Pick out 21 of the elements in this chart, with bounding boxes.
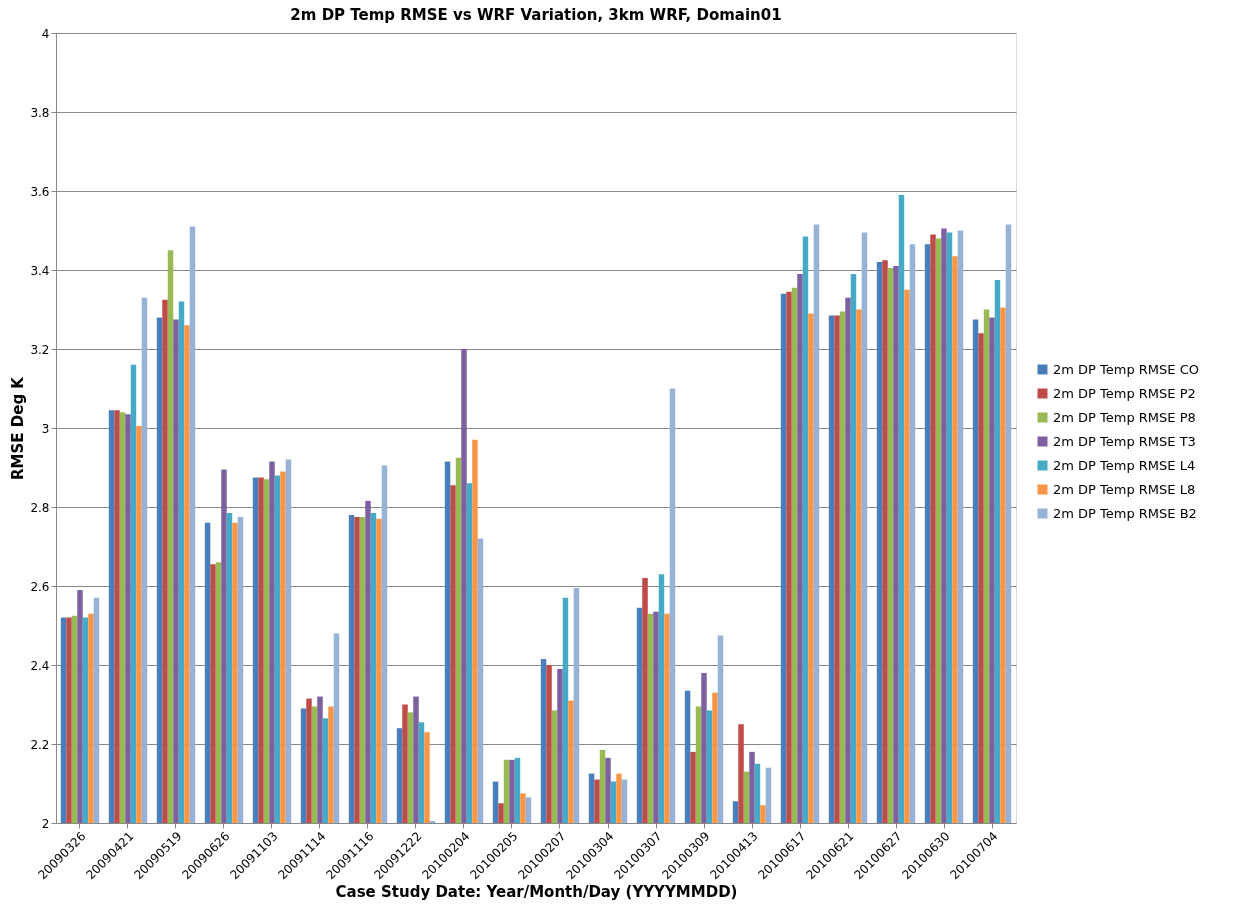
y-tick-label: 3.8 xyxy=(30,105,50,120)
y-tick-label: 3 xyxy=(41,421,50,436)
y-tick-label: 4 xyxy=(41,26,50,41)
y-tick-label: 3.4 xyxy=(30,263,50,278)
legend-label: 2m DP Temp RMSE T3 xyxy=(1053,433,1196,449)
y-tick-label: 3.6 xyxy=(30,184,50,199)
legend-label: 2m DP Temp RMSE P2 xyxy=(1053,385,1196,401)
y-tick-label: 2.8 xyxy=(30,500,50,515)
legend-label: 2m DP Temp RMSE CO xyxy=(1053,361,1199,377)
y-axis-title: RMSE Deg K xyxy=(9,375,28,480)
chart-title: 2m DP Temp RMSE vs WRF Variation, 3km WRF, Domain01 xyxy=(290,6,782,24)
y-tick-label: 2.2 xyxy=(30,737,50,752)
legend-label: 2m DP Temp RMSE L4 xyxy=(1053,457,1196,473)
legend-label: 2m DP Temp RMSE B2 xyxy=(1053,505,1197,521)
y-tick-label: 2.6 xyxy=(30,579,50,594)
y-tick-label: 3.2 xyxy=(30,342,50,357)
legend-label: 2m DP Temp RMSE P8 xyxy=(1053,409,1196,425)
legend-label: 2m DP Temp RMSE L8 xyxy=(1053,481,1196,497)
x-axis-title: Case Study Date: Year/Month/Day (YYYYMMDD) xyxy=(335,883,738,902)
y-tick-label: 2 xyxy=(41,816,50,831)
y-tick-label: 2.4 xyxy=(30,658,50,673)
